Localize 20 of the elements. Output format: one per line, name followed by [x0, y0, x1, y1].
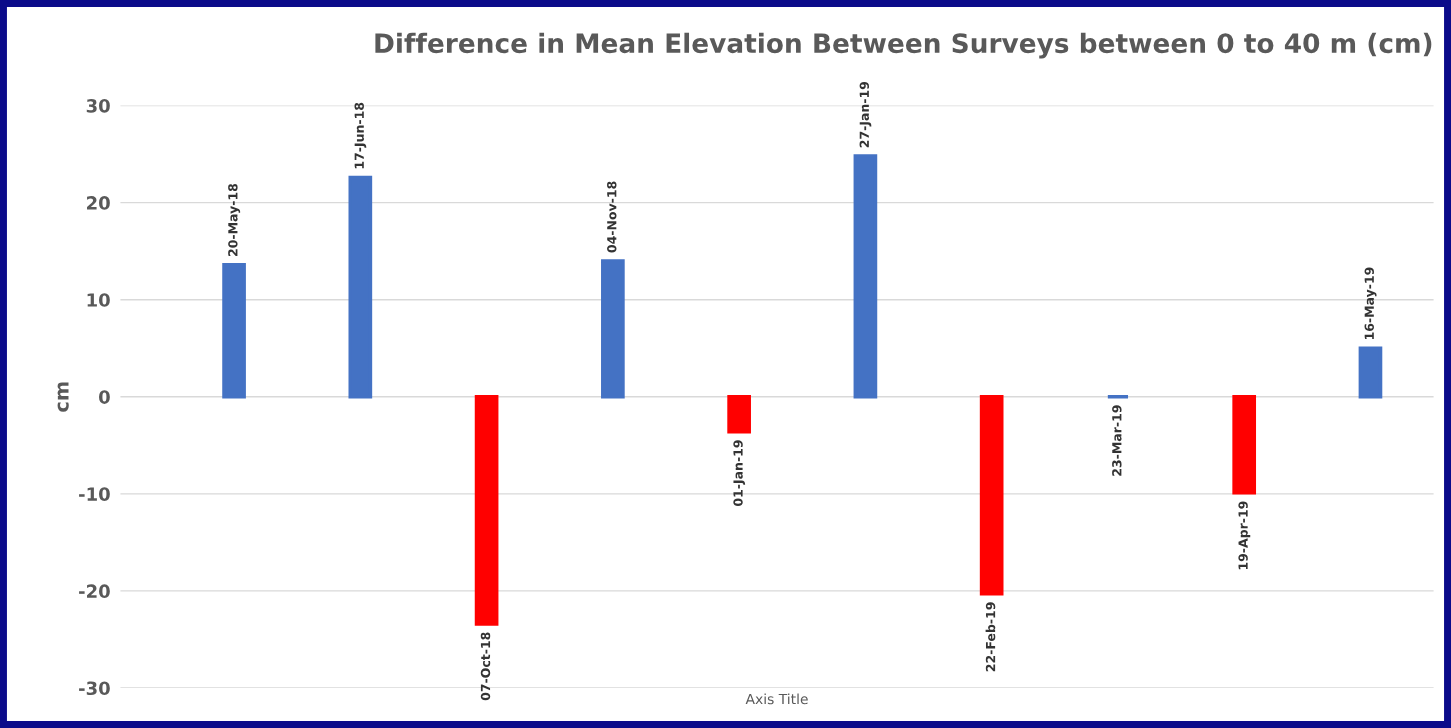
y-tick-label: -30 — [79, 681, 110, 696]
data-label: 17-Jun-18 — [354, 102, 367, 169]
chart-title: Difference in Mean Elevation Between Surveys between 0 to 40 m (cm) — [375, 32, 1432, 59]
y-tick-label: 0 — [99, 390, 110, 404]
y-tick-label: -10 — [79, 487, 110, 501]
data-label: 01-Jan-19 — [733, 440, 746, 507]
y-axis-title: cm — [57, 382, 69, 412]
y-tick-label: 20 — [87, 196, 110, 210]
data-label: 20-May-18 — [228, 183, 241, 256]
y-tick-label: 10 — [87, 293, 110, 307]
y-tick-label: -20 — [79, 584, 110, 599]
data-label: 04-Nov-18 — [607, 181, 617, 253]
data-label: 27-Jan-19 — [859, 81, 872, 148]
x-axis-title: Axis Title — [745, 693, 808, 705]
y-tick-label: 30 — [86, 99, 110, 113]
data-label: 07-Oct-18 — [480, 632, 491, 701]
data-label: 16-May-19 — [1364, 267, 1377, 340]
data-label: 19-Apr-19 — [1238, 501, 1251, 570]
data-label: 23-Mar-19 — [1112, 405, 1122, 476]
data-label: 22-Feb-19 — [985, 602, 996, 672]
